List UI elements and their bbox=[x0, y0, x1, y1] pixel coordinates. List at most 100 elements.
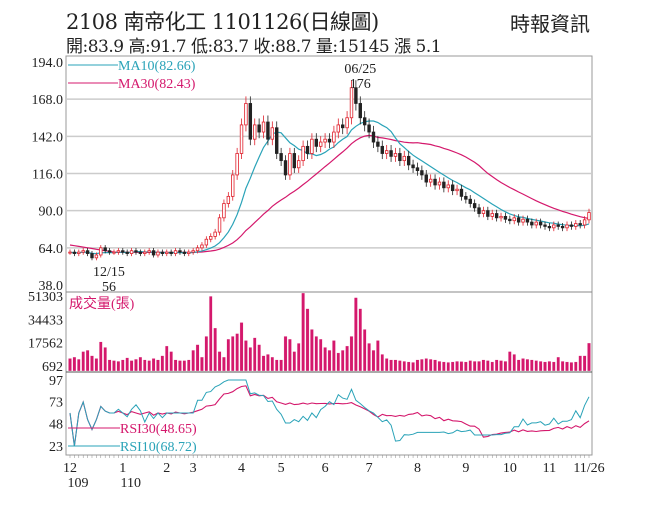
legend-label: MA30(82.43) bbox=[118, 77, 196, 92]
price-tick-label: 38.0 bbox=[39, 279, 64, 294]
volume-bar bbox=[464, 361, 468, 372]
volume-bar bbox=[116, 361, 121, 372]
candle-body bbox=[297, 160, 301, 169]
volume-bar bbox=[490, 361, 494, 372]
candle-body bbox=[165, 251, 169, 254]
candle-body bbox=[587, 212, 591, 221]
volume-bar bbox=[556, 356, 560, 372]
candle-body bbox=[516, 217, 521, 223]
volume-bar bbox=[138, 356, 143, 372]
volume-bar bbox=[182, 360, 187, 372]
volume-bar bbox=[538, 361, 543, 372]
volume-bar bbox=[371, 349, 376, 372]
candle-body bbox=[319, 141, 323, 147]
volume-bar bbox=[173, 359, 178, 372]
volume-tick-label: 17562 bbox=[28, 337, 63, 352]
candle-body bbox=[143, 251, 147, 254]
candle-body bbox=[468, 198, 472, 204]
volume-bar bbox=[442, 361, 446, 372]
candle-body bbox=[574, 223, 578, 227]
volume-bar bbox=[156, 359, 160, 372]
volume-bar bbox=[376, 340, 380, 372]
candle-body bbox=[323, 138, 327, 143]
x-tick-label: 8 bbox=[414, 461, 421, 476]
volume-bar bbox=[499, 360, 503, 372]
volume-bar bbox=[147, 360, 151, 372]
volume-bar bbox=[151, 358, 156, 372]
volume-bar bbox=[574, 361, 578, 372]
price-tick-label: 116.0 bbox=[32, 168, 63, 183]
volume-bar bbox=[455, 361, 459, 372]
candle-body bbox=[402, 155, 406, 162]
volume-bar bbox=[534, 360, 538, 372]
candle-body bbox=[442, 181, 446, 189]
candle-body bbox=[129, 250, 134, 254]
candle-body bbox=[446, 184, 450, 189]
volume-bar bbox=[578, 355, 582, 372]
volume-bar bbox=[217, 351, 222, 372]
candle-body bbox=[437, 181, 442, 186]
rsi30-line bbox=[69, 385, 590, 447]
volume-bar bbox=[165, 345, 169, 372]
volume-bar bbox=[354, 297, 358, 372]
candle-body bbox=[464, 195, 468, 200]
candle-body bbox=[116, 250, 121, 253]
candle-body bbox=[266, 121, 270, 140]
price-tick-label: 194.0 bbox=[32, 56, 64, 71]
volume-bar bbox=[72, 356, 77, 372]
volume-bar bbox=[195, 344, 200, 372]
volume-bar bbox=[208, 296, 213, 372]
quote-summary: 開:83.9 高:91.7 低:83.7 收:88.7 量:15145 漲 5.… bbox=[66, 37, 442, 57]
candle-body bbox=[380, 145, 384, 154]
volume-bar bbox=[143, 359, 147, 372]
candle-body bbox=[107, 250, 112, 253]
candle-body bbox=[327, 138, 332, 143]
volume-bar bbox=[107, 359, 112, 372]
candle-body bbox=[569, 224, 574, 227]
year-label: 110 bbox=[121, 476, 141, 491]
price-tick-label: 168.0 bbox=[32, 93, 64, 108]
candle-body bbox=[147, 250, 151, 253]
candle-body bbox=[538, 221, 543, 226]
price-tick-label: 64.0 bbox=[39, 242, 64, 257]
volume-bar bbox=[565, 361, 569, 372]
candle-body bbox=[235, 153, 239, 176]
volume-bar bbox=[428, 358, 433, 372]
candle-body bbox=[81, 250, 85, 253]
x-tick-label: 10 bbox=[503, 461, 517, 476]
candle-body bbox=[160, 251, 165, 254]
chart-frame bbox=[65, 55, 593, 456]
candle-body bbox=[209, 235, 213, 240]
candle-body bbox=[411, 164, 415, 169]
volume-bar bbox=[230, 336, 235, 372]
volume-bar bbox=[226, 338, 231, 372]
candle-body bbox=[543, 224, 547, 227]
volume-bar bbox=[508, 351, 512, 372]
candle-body bbox=[261, 121, 266, 133]
source-label: 時報資訊 bbox=[510, 12, 590, 36]
candle-body bbox=[398, 153, 402, 162]
candle-body bbox=[560, 225, 565, 229]
volume-bar bbox=[266, 354, 270, 372]
candle-body bbox=[578, 223, 582, 226]
volume-bar bbox=[345, 345, 349, 372]
candle-body bbox=[314, 138, 319, 147]
candle-body bbox=[112, 251, 116, 254]
low-value-label: 56 bbox=[102, 280, 116, 295]
candle-body bbox=[499, 215, 503, 219]
chart-title: 2108 南帝化工 1101126(日線圖) bbox=[66, 10, 379, 34]
candle-body bbox=[503, 215, 508, 220]
volume-bar bbox=[433, 359, 437, 372]
volume-bar bbox=[134, 358, 138, 372]
candle-body bbox=[521, 218, 525, 223]
volume-bar bbox=[560, 361, 565, 372]
volume-bar bbox=[103, 347, 107, 372]
candle-body bbox=[340, 124, 345, 129]
volume-bar bbox=[187, 359, 191, 372]
candle-body bbox=[376, 141, 380, 147]
candle-body bbox=[226, 195, 231, 204]
volume-bar bbox=[125, 357, 129, 372]
volume-bar bbox=[239, 322, 244, 372]
candle-body bbox=[530, 221, 534, 226]
